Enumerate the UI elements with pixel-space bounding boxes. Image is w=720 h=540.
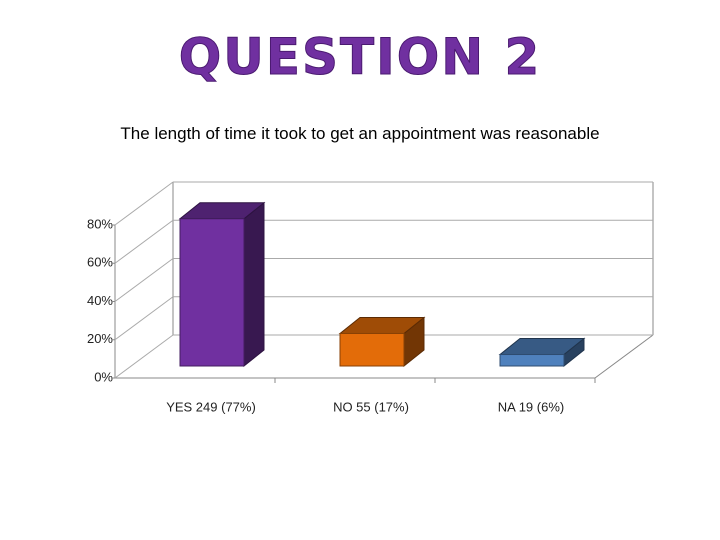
grid-line [114, 258, 174, 302]
bar [339, 332, 405, 367]
grid-line [114, 334, 174, 379]
bar-side [243, 201, 265, 368]
grid-line [114, 296, 174, 341]
y-tick-label: 80% [87, 216, 113, 231]
chart-title: The length of time it took to get an app… [120, 124, 600, 143]
grid-line [114, 181, 174, 226]
floor-edge [594, 334, 654, 379]
bar [499, 354, 565, 367]
y-tick-label: 60% [87, 255, 113, 270]
grid-line [114, 219, 174, 264]
x-tick-label: NA 19 (6%) [498, 399, 564, 414]
y-tick-label: 0% [94, 369, 113, 384]
x-tick-label: YES 249 (77%) [166, 399, 256, 414]
x-tick-label: NO 55 (17%) [333, 399, 409, 414]
y-tick-label: 40% [87, 293, 113, 308]
bar [179, 218, 245, 367]
heading: QUESTION 2 [178, 28, 542, 87]
y-tick-label: 20% [87, 331, 113, 346]
